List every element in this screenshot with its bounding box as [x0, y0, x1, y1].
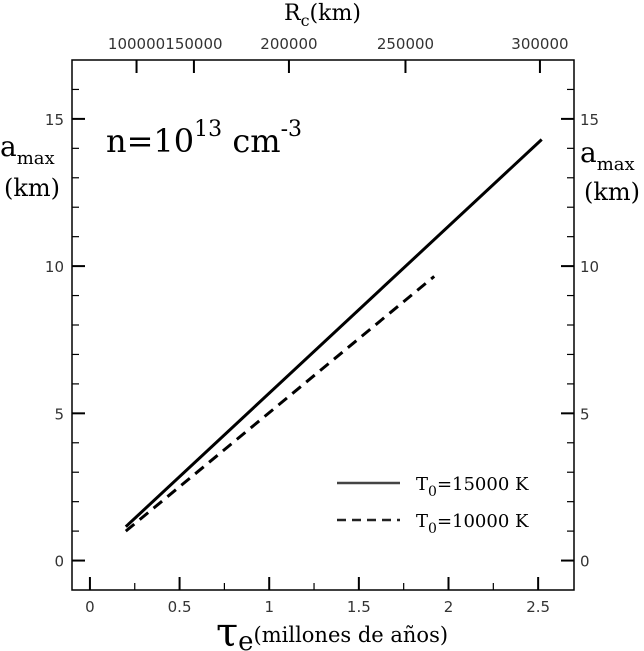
left-y-unit: (km) [4, 174, 60, 202]
top-tick-label: 100000 [108, 35, 165, 53]
top-tick-label: 150000 [165, 35, 222, 53]
y-tick-label-right: 5 [580, 405, 590, 423]
y-tick-label-left: 15 [45, 111, 64, 129]
y-tick-label-right: 10 [580, 258, 599, 276]
y-tick-label-left: 0 [54, 553, 64, 571]
density-annotation: n=1013 cm-3 [106, 117, 302, 160]
x-tick-label: 0 [85, 598, 95, 616]
top-tick-label: 300000 [511, 35, 568, 53]
series-lines [124, 138, 543, 533]
legend-label-solid: T0=15000 K [416, 474, 529, 500]
y-tick-label-left: 10 [45, 258, 64, 276]
x-tick-label: 1.5 [347, 598, 371, 616]
top-tick-label: 250000 [377, 35, 434, 53]
top-axis-label: Rc(km) [284, 1, 361, 30]
series-line-solid [124, 138, 543, 528]
x-axis-label: τe(millones de años) [216, 610, 448, 651]
x-tick-label: 1 [264, 598, 274, 616]
y-tick-label-left: 5 [54, 405, 64, 423]
x-tick-label: 0.5 [168, 598, 192, 616]
y-tick-label-right: 0 [580, 553, 590, 571]
x-tick-label: 2 [444, 598, 454, 616]
top-tick-label: 200000 [260, 35, 317, 53]
x-tick-label: 2.5 [526, 598, 550, 616]
left-y-label: amax [0, 130, 55, 169]
series-line-dashed [124, 275, 436, 533]
right-y-label: amax [580, 136, 635, 175]
legend-label-dashed: T0=10000 K [416, 511, 529, 537]
right-y-unit: (km) [584, 178, 640, 206]
tick-marks: 0 0.5 1 1.5 2 2.5 0 0 5 5 10 10 15 15 100000 150000 2000… [45, 35, 599, 616]
y-tick-label-right: 15 [580, 111, 599, 129]
